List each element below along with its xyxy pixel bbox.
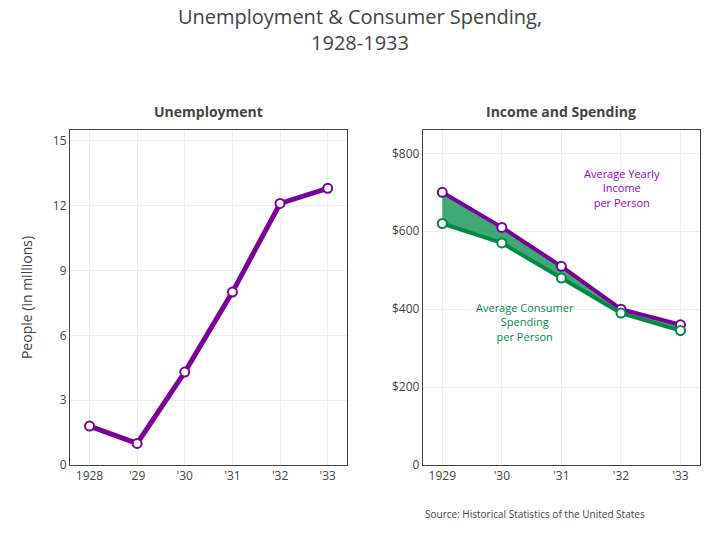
svg-text:$600: $600: [392, 222, 420, 239]
svg-text:'33: '33: [672, 467, 688, 484]
svg-text:Unemployment: Unemployment: [154, 102, 263, 121]
svg-text:Unemployment & Consumer Spendi: Unemployment & Consumer Spending,1928-19…: [178, 3, 542, 56]
svg-text:'30: '30: [177, 467, 193, 484]
svg-text:'31: '31: [224, 467, 240, 484]
svg-text:'31: '31: [553, 467, 569, 484]
svg-text:12: 12: [53, 197, 67, 214]
svg-text:Average YearlyIncomeper Person: Average YearlyIncomeper Person: [584, 166, 660, 210]
svg-text:Average ConsumerSpendingper Pe: Average ConsumerSpendingper Person: [476, 300, 574, 344]
svg-text:6: 6: [60, 327, 67, 344]
svg-text:3: 3: [60, 391, 67, 408]
svg-text:0: 0: [60, 456, 67, 473]
svg-text:'29: '29: [129, 467, 145, 484]
svg-text:15: 15: [53, 132, 67, 149]
svg-text:0: 0: [413, 456, 420, 473]
svg-text:1928: 1928: [76, 467, 104, 484]
svg-text:Source: Historical Statistics: Source: Historical Statistics of the Uni…: [425, 507, 645, 521]
svg-text:'33: '33: [320, 467, 336, 484]
svg-text:'32: '32: [272, 467, 288, 484]
svg-text:$800: $800: [392, 145, 420, 162]
svg-text:'30: '30: [494, 467, 510, 484]
svg-text:Income and Spending: Income and Spending: [486, 102, 636, 121]
svg-text:$200: $200: [392, 378, 420, 395]
svg-text:$400: $400: [392, 300, 420, 317]
svg-text:'32: '32: [613, 467, 629, 484]
svg-text:1929: 1929: [429, 467, 457, 484]
svg-text:People (in millions): People (in millions): [17, 236, 36, 359]
svg-text:9: 9: [60, 262, 67, 279]
